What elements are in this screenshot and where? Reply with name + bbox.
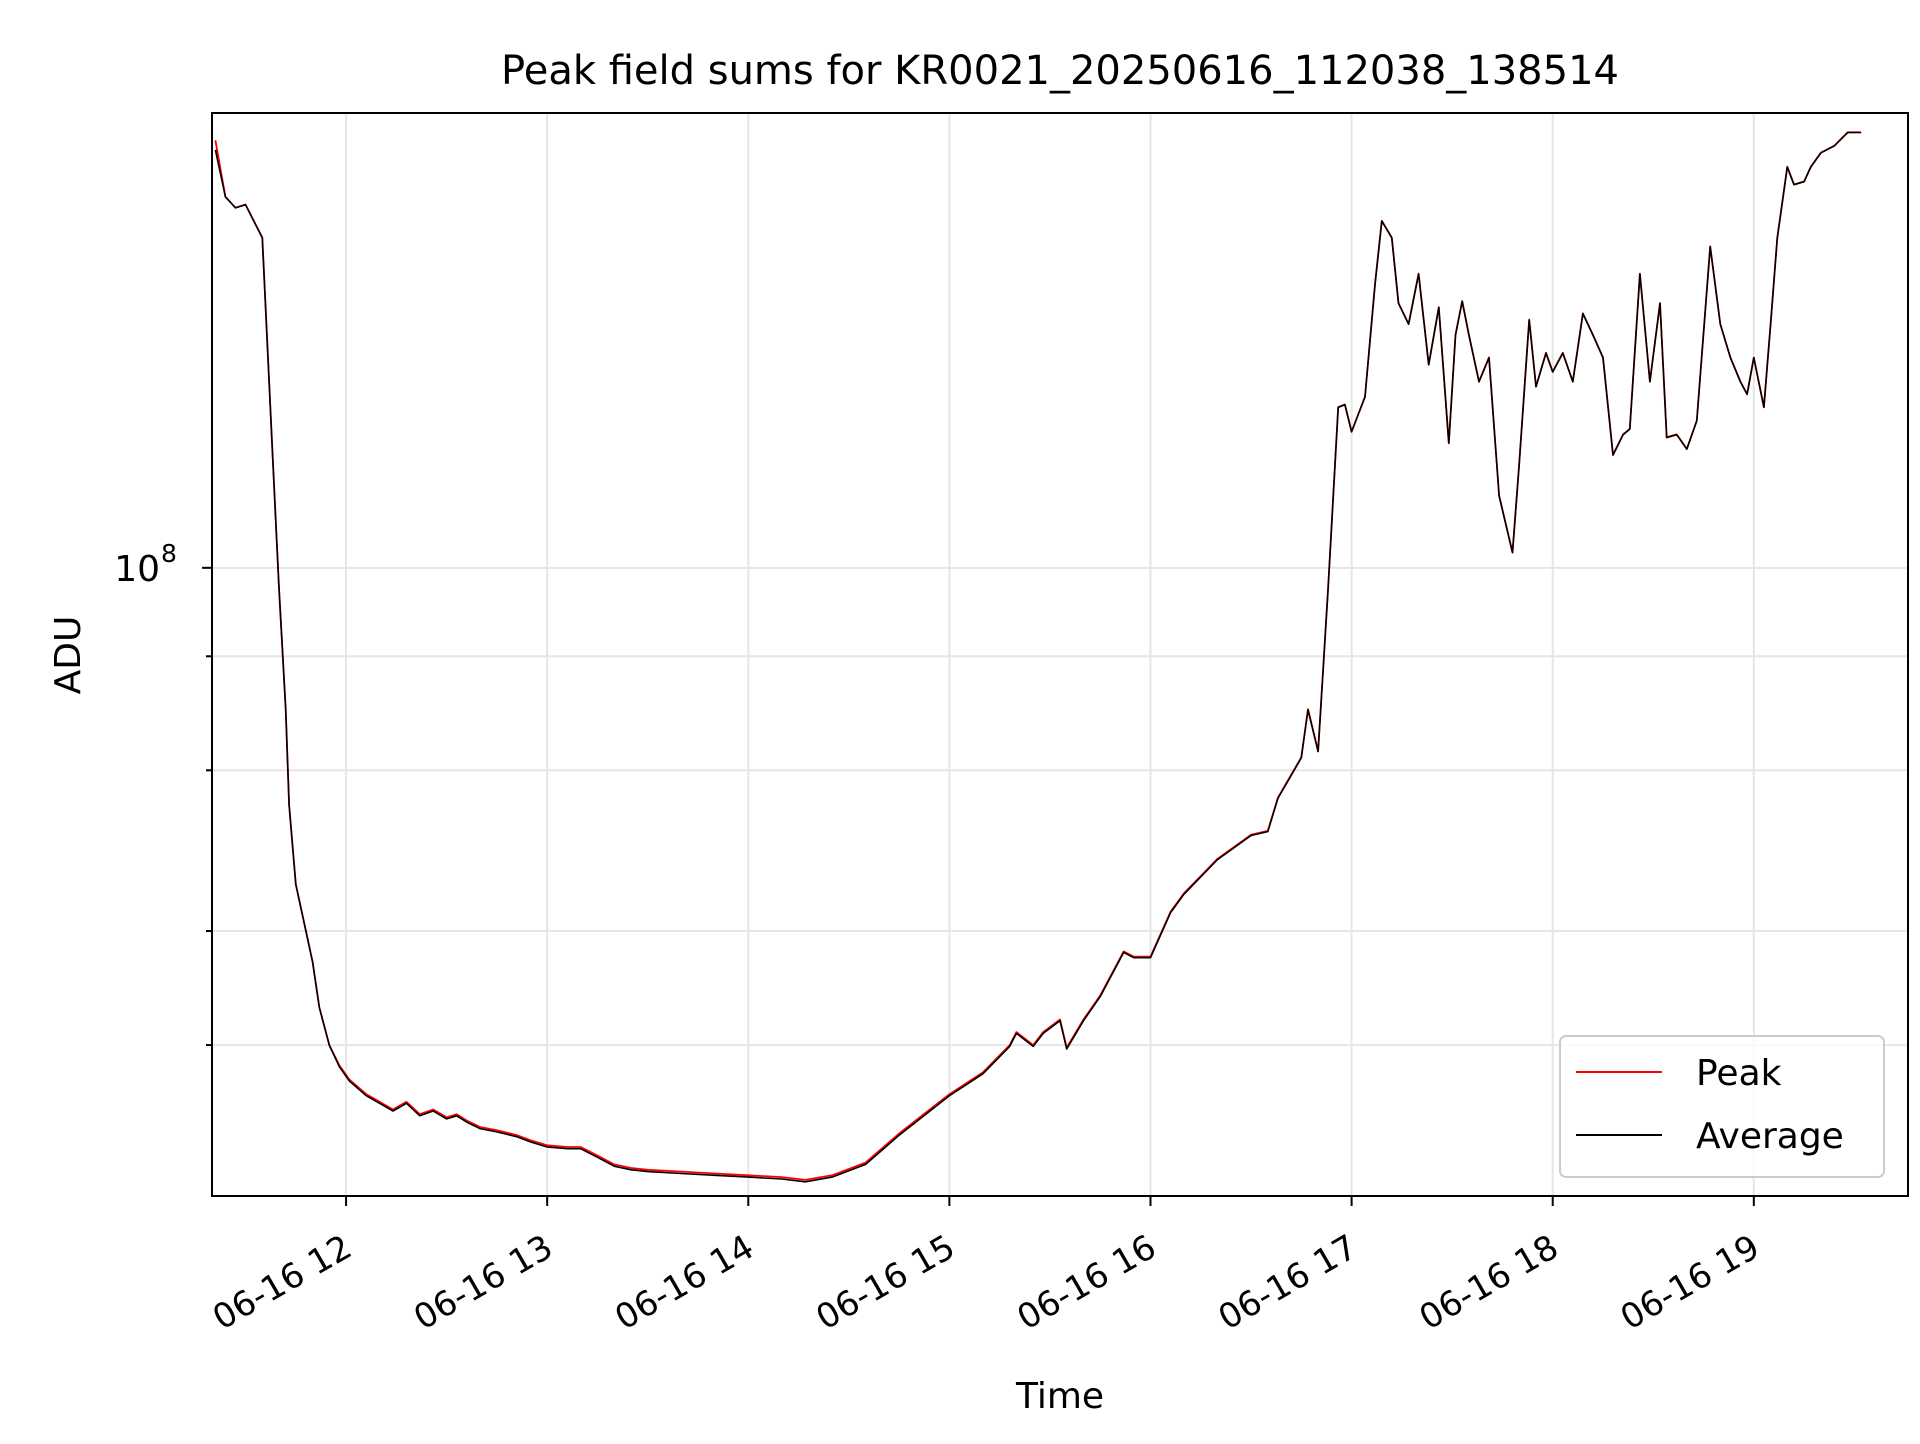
y-tick-label: 10 xyxy=(114,549,160,590)
chart-title: Peak field sums for KR0021_20250616_1120… xyxy=(501,48,1619,94)
legend: Peak Average xyxy=(1559,1035,1885,1178)
series-layer xyxy=(214,131,1862,1183)
y-axis-label: ADU xyxy=(48,616,89,695)
series-line-average xyxy=(214,131,1862,1183)
x-axis-label: Time xyxy=(1015,1376,1104,1417)
y-tick-label-exponent: 8 xyxy=(161,539,177,568)
legend-label-average: Average xyxy=(1696,1116,1844,1157)
y-axis: 10 8 xyxy=(114,539,212,1047)
plot-frame xyxy=(211,112,1909,1197)
legend-label-peak: Peak xyxy=(1696,1053,1782,1094)
